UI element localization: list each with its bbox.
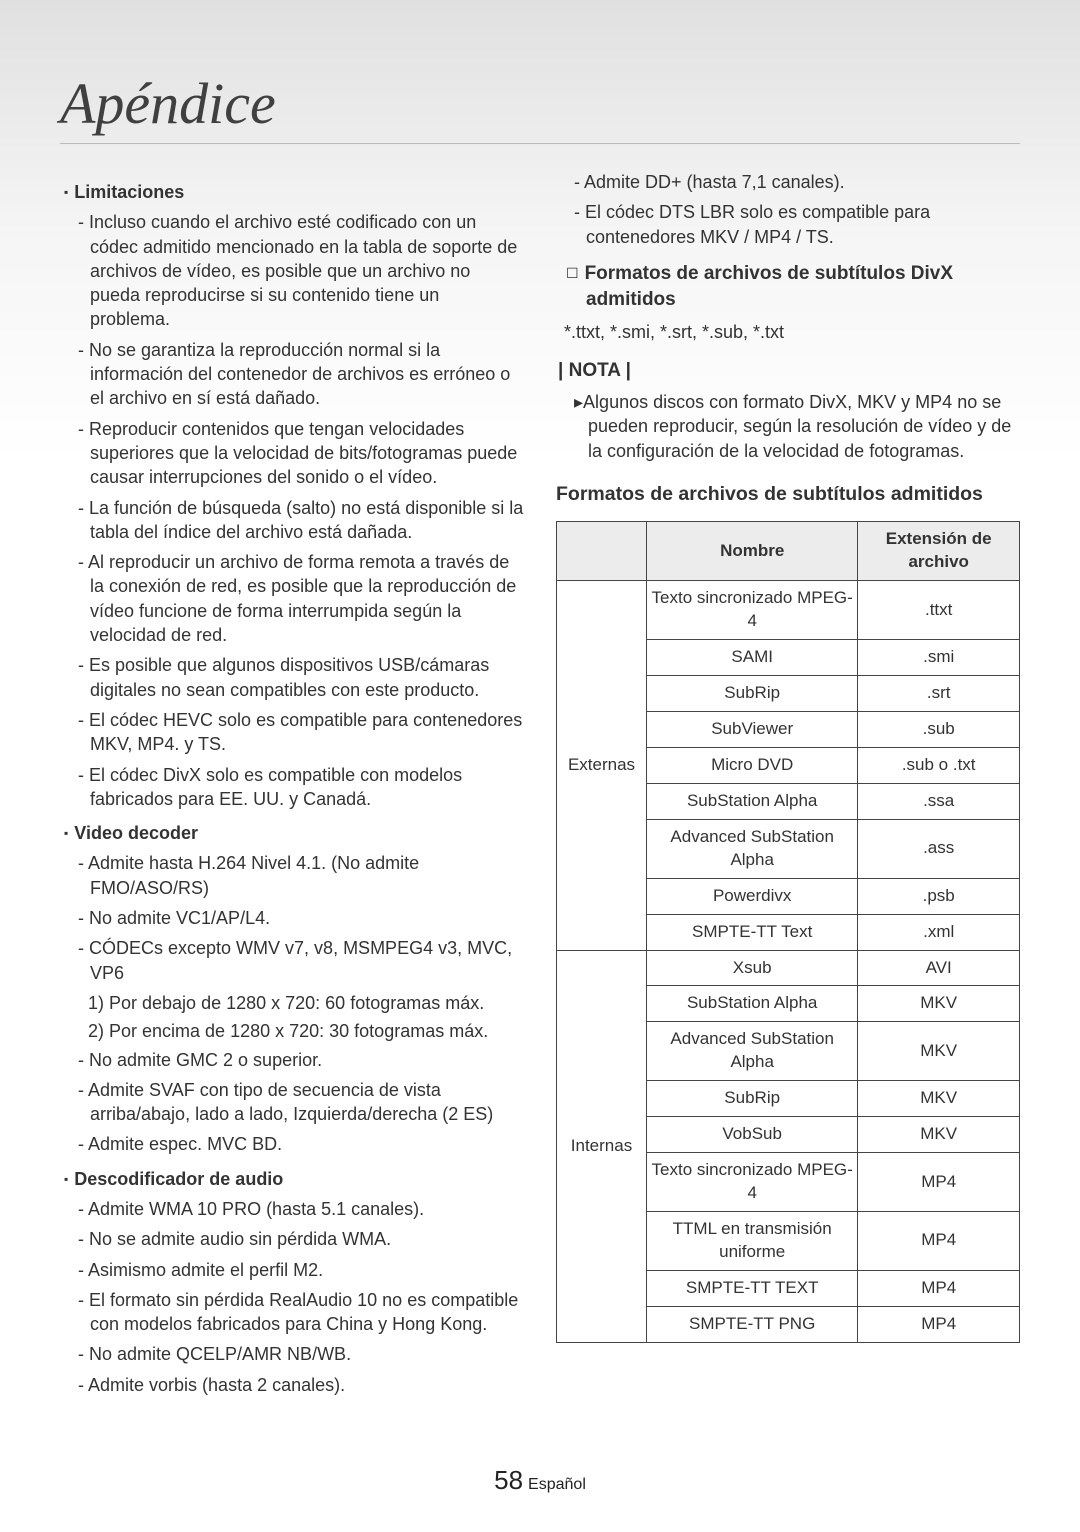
table-cell: MP4 <box>858 1270 1020 1306</box>
table-cell: VobSub <box>647 1117 858 1153</box>
video-subitem: 2) Por encima de 1280 x 720: 30 fotogram… <box>60 1019 524 1043</box>
limitaciones-list: Incluso cuando el archivo esté codificad… <box>60 210 524 811</box>
list-item: Reproducir contenidos que tengan velocid… <box>78 417 524 490</box>
list-item: No admite VC1/AP/L4. <box>78 906 524 930</box>
table-cell: .ass <box>858 819 1020 878</box>
list-item: No se admite audio sin pérdida WMA. <box>78 1227 524 1251</box>
table-cell: SubRip <box>647 1081 858 1117</box>
table-header-name: Nombre <box>647 522 858 581</box>
table-cell: Micro DVD <box>647 747 858 783</box>
left-column: Limitaciones Incluso cuando el archivo e… <box>60 170 524 1403</box>
table-cell: .xml <box>858 914 1020 950</box>
table-cell: .srt <box>858 676 1020 712</box>
page-number: 58 <box>494 1465 523 1495</box>
table-cell: SubViewer <box>647 711 858 747</box>
list-item: Incluso cuando el archivo esté codificad… <box>78 210 524 331</box>
table-cell: SMPTE-TT PNG <box>647 1306 858 1342</box>
table-cell: MP4 <box>858 1306 1020 1342</box>
table-cell: SAMI <box>647 640 858 676</box>
table-cell: Texto sincronizado MPEG-4 <box>647 581 858 640</box>
table-cell: .smi <box>858 640 1020 676</box>
subtitle-table-title: Formatos de archivos de subtítulos admit… <box>556 481 1020 507</box>
list-item: Admite hasta H.264 Nivel 4.1. (No admite… <box>78 851 524 900</box>
table-cell: SubStation Alpha <box>647 783 858 819</box>
divx-extensions: *.ttxt, *.smi, *.srt, *.sub, *.txt <box>564 320 1020 344</box>
page-title: Apéndice <box>60 70 1020 144</box>
table-header-blank <box>557 522 647 581</box>
list-item: El códec HEVC solo es compatible para co… <box>78 708 524 757</box>
table-cell: SubStation Alpha <box>647 986 858 1022</box>
table-cell: Xsub <box>647 950 858 986</box>
table-cell: .sub o .txt <box>858 747 1020 783</box>
list-item: Admite DD+ (hasta 7,1 canales). <box>574 170 1020 194</box>
table-cell: .sub <box>858 711 1020 747</box>
right-column: Admite DD+ (hasta 7,1 canales). El códec… <box>556 170 1020 1403</box>
list-item: La función de búsqueda (salto) no está d… <box>78 496 524 545</box>
table-cell: TTML en transmisión uniforme <box>647 1212 858 1271</box>
nota-label: | NOTA | <box>558 358 1020 384</box>
table-group-internas: Internas <box>557 950 647 1342</box>
list-item: El formato sin pérdida RealAudio 10 no e… <box>78 1288 524 1337</box>
list-item: Algunos discos con formato DivX, MKV y M… <box>574 390 1020 463</box>
list-item: No admite GMC 2 o superior. <box>78 1048 524 1072</box>
list-item: Admite WMA 10 PRO (hasta 5.1 canales). <box>78 1197 524 1221</box>
limitaciones-heading: Limitaciones <box>78 180 524 204</box>
list-item: Admite SVAF con tipo de secuencia de vis… <box>78 1078 524 1127</box>
table-cell: Advanced SubStation Alpha <box>647 819 858 878</box>
list-item: No se garantiza la reproducción normal s… <box>78 338 524 411</box>
divx-subtitle-heading: Formatos de archivos de subtítulos DivX … <box>586 261 1020 312</box>
table-cell: .ttxt <box>858 581 1020 640</box>
table-cell: Powerdivx <box>647 878 858 914</box>
list-item: Al reproducir un archivo de forma remota… <box>78 550 524 647</box>
list-item: CÓDECs excepto WMV v7, v8, MSMPEG4 v3, M… <box>78 936 524 985</box>
list-item: Admite vorbis (hasta 2 canales). <box>78 1373 524 1397</box>
table-cell: SubRip <box>647 676 858 712</box>
audio-decoder-list: Admite WMA 10 PRO (hasta 5.1 canales). N… <box>60 1197 524 1397</box>
list-item: El códec DTS LBR solo es compatible para… <box>574 200 1020 249</box>
table-cell: Texto sincronizado MPEG-4 <box>647 1153 858 1212</box>
content-columns: Limitaciones Incluso cuando el archivo e… <box>60 170 1020 1403</box>
audio-decoder-heading: Descodificador de audio <box>78 1167 524 1191</box>
video-decoder-list-2: No admite GMC 2 o superior. Admite SVAF … <box>60 1048 524 1157</box>
table-cell: MP4 <box>858 1212 1020 1271</box>
table-header-ext: Extensión de archivo <box>858 522 1020 581</box>
page-footer: 58 Español <box>0 1465 1080 1496</box>
video-subitem: 1) Por debajo de 1280 x 720: 60 fotogram… <box>60 991 524 1015</box>
nota-list: Algunos discos con formato DivX, MKV y M… <box>556 390 1020 463</box>
table-cell: .ssa <box>858 783 1020 819</box>
table-group-externas: Externas <box>557 581 647 950</box>
table-cell: MP4 <box>858 1153 1020 1212</box>
subtitle-formats-table: Nombre Extensión de archivo Externas Tex… <box>556 521 1020 1342</box>
table-cell: SMPTE-TT TEXT <box>647 1270 858 1306</box>
table-cell: Advanced SubStation Alpha <box>647 1022 858 1081</box>
table-cell: MKV <box>858 986 1020 1022</box>
table-cell: MKV <box>858 1117 1020 1153</box>
top-dash-list: Admite DD+ (hasta 7,1 canales). El códec… <box>556 170 1020 249</box>
manual-page: Apéndice Limitaciones Incluso cuando el … <box>0 0 1080 1443</box>
list-item: Es posible que algunos dispositivos USB/… <box>78 653 524 702</box>
list-item: Admite espec. MVC BD. <box>78 1132 524 1156</box>
list-item: Asimismo admite el perfil M2. <box>78 1258 524 1282</box>
page-language: Español <box>528 1476 586 1493</box>
list-item: No admite QCELP/AMR NB/WB. <box>78 1342 524 1366</box>
table-cell: MKV <box>858 1022 1020 1081</box>
table-cell: MKV <box>858 1081 1020 1117</box>
table-cell: AVI <box>858 950 1020 986</box>
list-item: El códec DivX solo es compatible con mod… <box>78 763 524 812</box>
table-cell: .psb <box>858 878 1020 914</box>
video-decoder-heading: Video decoder <box>78 821 524 845</box>
video-decoder-list: Admite hasta H.264 Nivel 4.1. (No admite… <box>60 851 524 984</box>
table-cell: SMPTE-TT Text <box>647 914 858 950</box>
